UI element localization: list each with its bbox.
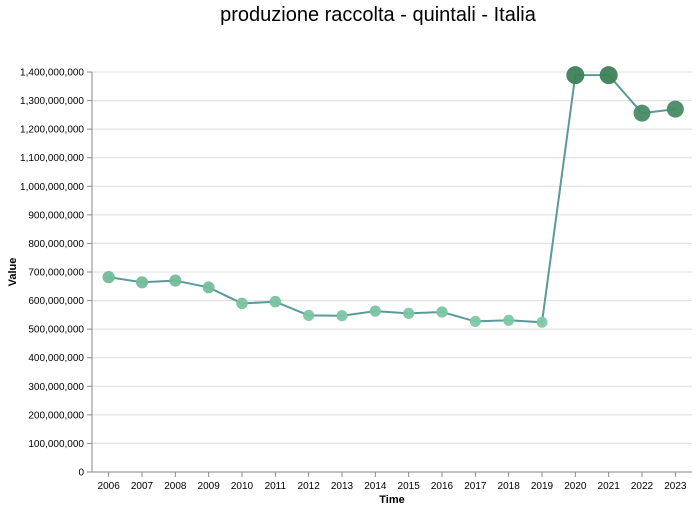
- x-tick-label: 2020: [564, 481, 587, 492]
- x-tick-label: 2011: [265, 481, 287, 492]
- x-tick-label: 2015: [398, 481, 421, 492]
- chart-title: produzione raccolta - quintali - Italia: [220, 4, 536, 26]
- y-axis-title: Value: [7, 258, 19, 287]
- y-tick-label: 500,000,000: [28, 325, 84, 336]
- x-axis-title: Time: [379, 494, 404, 506]
- y-tick-label: 900,000,000: [28, 210, 84, 221]
- data-point[interactable]: [566, 66, 585, 85]
- y-tick-label: 400,000,000: [28, 353, 84, 364]
- series-line-layer: [108, 74, 676, 324]
- x-tick-label: 2023: [664, 481, 687, 492]
- data-point[interactable]: [169, 274, 182, 287]
- y-tick-label: 1,200,000,000: [20, 125, 84, 136]
- data-point[interactable]: [633, 104, 651, 122]
- y-tick-label: 1,300,000,000: [20, 96, 84, 107]
- x-tick-label: 2006: [98, 481, 121, 492]
- y-tick-label: 600,000,000: [28, 296, 84, 307]
- x-tick-label: 2016: [431, 481, 454, 492]
- series-line: [108, 74, 676, 324]
- data-point[interactable]: [202, 281, 215, 294]
- x-tick-label: 2009: [198, 481, 221, 492]
- x-tick-label: 2019: [531, 481, 554, 492]
- data-point[interactable]: [303, 309, 315, 322]
- grid-lines: [92, 71, 692, 473]
- data-point[interactable]: [336, 310, 348, 322]
- y-tick-label: 100,000,000: [28, 439, 84, 450]
- data-point[interactable]: [269, 295, 282, 308]
- x-tick-label: 2014: [364, 481, 387, 492]
- x-tick-label: 2013: [331, 481, 354, 492]
- data-point[interactable]: [666, 100, 684, 118]
- x-tick-label: 2021: [598, 481, 621, 492]
- x-tick-label: 2022: [631, 481, 654, 492]
- y-tick-label: 1,000,000,000: [20, 182, 84, 193]
- axes: 0 100,000,000 200,000,000 300,000,000 400,00…: [20, 68, 692, 492]
- y-tick-label: 1,400,000,000: [20, 68, 84, 79]
- y-tick-label: 1,100,000,000: [20, 153, 84, 164]
- data-point[interactable]: [135, 276, 149, 289]
- data-point[interactable]: [236, 297, 248, 310]
- x-tick-label: 2007: [131, 481, 154, 492]
- data-point[interactable]: [599, 66, 618, 85]
- data-point[interactable]: [536, 316, 548, 328]
- y-tick-label: 700,000,000: [28, 268, 84, 279]
- y-tick-label: 800,000,000: [28, 239, 84, 250]
- data-point[interactable]: [403, 307, 415, 320]
- x-tick-label: 2012: [298, 481, 321, 492]
- y-tick-label: 0: [78, 468, 84, 479]
- y-tick-label: 200,000,000: [28, 410, 84, 421]
- x-tick-label: 2017: [464, 481, 487, 492]
- x-tick-label: 2018: [498, 481, 521, 492]
- data-point[interactable]: [503, 314, 515, 326]
- x-tick-label: 2008: [164, 481, 187, 492]
- data-point[interactable]: [102, 271, 115, 284]
- x-tick-label: 2010: [231, 481, 254, 492]
- data-point[interactable]: [369, 305, 381, 317]
- data-points: [102, 66, 684, 328]
- data-point[interactable]: [469, 315, 481, 327]
- data-point[interactable]: [436, 306, 448, 318]
- y-tick-label: 300,000,000: [28, 382, 84, 393]
